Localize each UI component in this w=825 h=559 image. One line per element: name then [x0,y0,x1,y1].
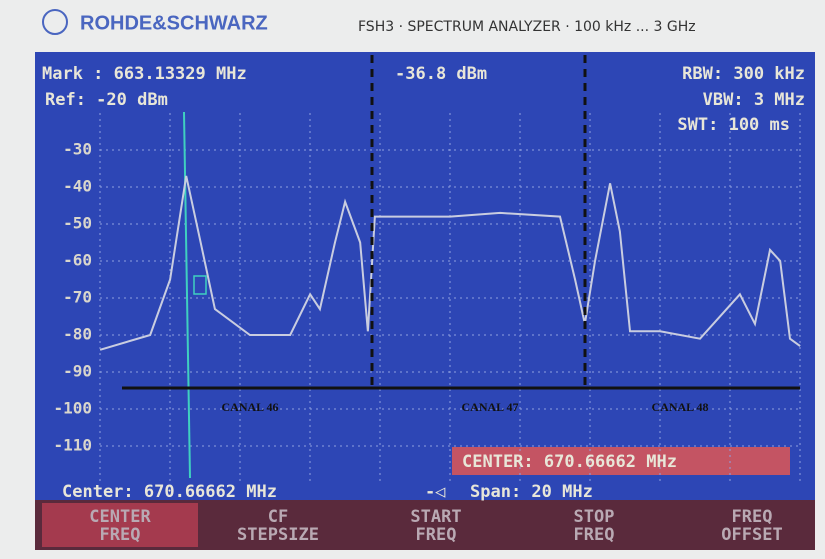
softkeys: CENTERFREQCFSTEPSIZESTARTFREQSTOPFREQFRE… [42,503,825,547]
swt: SWT: 100 ms [677,115,790,135]
softkey-label: OFFSET [721,525,782,545]
ref-level: Ref: -20 dBm [45,90,168,110]
model: FSH3 · SPECTRUM ANALYZER · 100 kHz ... 3… [358,19,696,35]
marker: Mark : 663.13329 MHz [42,64,247,84]
analyzer: ROHDE&SCHWARZ FSH3 · SPECTRUM ANALYZER ·… [0,0,825,559]
marker-level: -36.8 dBm [395,64,487,84]
y-tick-label: -70 [63,288,92,307]
softkey-label: CENTER [89,507,151,527]
brand: ROHDE&SCHWARZ [80,12,268,34]
y-tick-label: -80 [63,325,92,344]
rbw: RBW: 300 kHz [682,64,805,84]
y-tick-label: -50 [63,214,92,233]
y-tick-label: -40 [63,177,92,196]
channel-label: CANAL 48 [651,400,708,414]
softkey-label: FREQ [574,525,615,545]
softkey-label: FREQ [416,525,457,545]
softkey-label: CF [268,507,288,527]
y-tick-label: -60 [63,251,92,270]
softkey-label: FREQ [100,525,141,545]
center-box-text: CENTER: 670.66662 MHz [462,452,677,472]
softkey-label: STOP [574,507,615,527]
center: Center: 670.66662 MHz [62,482,277,502]
softkey-label: STEPSIZE [237,525,319,545]
y-tick-label: -110 [53,436,92,455]
channel-label: CANAL 47 [461,400,518,414]
softkey-label: FREQ [732,507,773,527]
y-tick-label: -30 [63,140,92,159]
softkey-label: START [410,507,461,527]
span: Span: 20 MHz [470,482,593,502]
vbw: VBW: 3 MHz [703,90,805,110]
y-tick-label: -90 [63,362,92,381]
channel-label: CANAL 46 [221,400,278,414]
span-icon: -◁ [425,482,446,502]
y-tick-label: -100 [53,399,92,418]
